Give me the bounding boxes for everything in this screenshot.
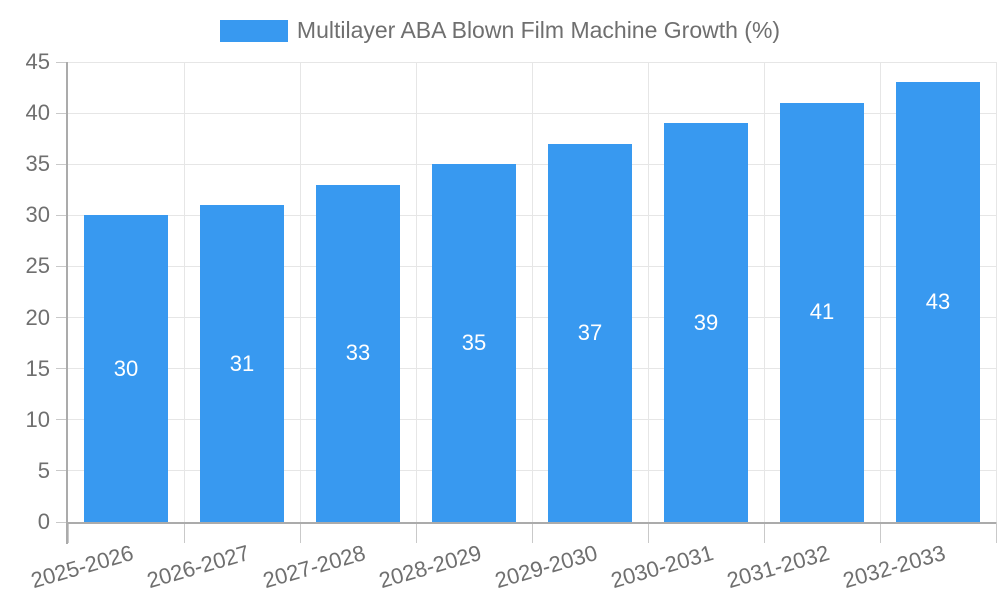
- bar-value-label: 33: [345, 340, 371, 366]
- h-gridline: [56, 368, 996, 370]
- v-gridline: [647, 62, 649, 522]
- y-axis-tick: [56, 214, 68, 216]
- h-gridline: [56, 61, 996, 63]
- y-axis-tick-label: 15: [25, 355, 50, 381]
- y-axis-tick-label: 20: [25, 304, 50, 330]
- y-axis-tick-label: 25: [25, 253, 50, 279]
- bar: [664, 123, 748, 522]
- h-gridline: [56, 112, 996, 114]
- bar-value-label: 30: [113, 355, 139, 381]
- legend-label: Multilayer ABA Blown Film Machine Growth…: [296, 17, 781, 43]
- y-axis-tick-label: 30: [25, 202, 50, 228]
- y-axis-tick-label: 5: [37, 457, 50, 483]
- bar-value-label: 39: [693, 309, 719, 335]
- bar: [84, 215, 168, 522]
- y-axis-tick: [56, 61, 68, 63]
- bar: [548, 143, 632, 522]
- y-axis-tick: [56, 163, 68, 165]
- v-gridline: [995, 62, 997, 522]
- y-axis-tick-label: 0: [37, 509, 50, 534]
- y-axis-tick-label: 35: [25, 151, 50, 177]
- bar: [780, 102, 864, 522]
- chart-legend[interactable]: Multilayer ABA Blown Film Machine Growth…: [0, 17, 1000, 44]
- x-axis-tick-label: 2029-2030: [491, 540, 600, 594]
- y-axis-tick: [56, 470, 68, 472]
- bar-value-label: 37: [577, 319, 603, 345]
- x-axis-tick-label: 2032-2033: [839, 540, 948, 594]
- bar: [200, 205, 284, 522]
- x-axis-tick: [763, 522, 765, 543]
- v-gridline: [299, 62, 301, 522]
- y-axis-tick: [56, 419, 68, 421]
- x-axis-tick: [299, 522, 301, 543]
- y-axis-tick: [56, 265, 68, 267]
- x-axis-tick-label: 2025-2026: [27, 540, 136, 594]
- v-gridline: [879, 62, 881, 522]
- bar: [896, 82, 980, 522]
- y-axis-tick: [56, 368, 68, 370]
- x-axis-tick: [647, 522, 649, 543]
- v-gridline: [183, 62, 185, 522]
- bar: [316, 184, 400, 522]
- y-axis-tick: [56, 317, 68, 319]
- h-gridline: [56, 214, 996, 216]
- h-gridline: [56, 317, 996, 319]
- x-axis-tick-label: 2026-2027: [143, 540, 252, 594]
- legend-swatch-icon: [219, 19, 288, 42]
- h-gridline: [56, 163, 996, 165]
- y-axis-tick-label: 10: [25, 406, 50, 432]
- x-axis-line: [68, 522, 996, 524]
- v-gridline: [763, 62, 765, 522]
- x-axis-tick-label: 2028-2029: [375, 540, 484, 594]
- bar-value-label: 43: [925, 289, 951, 315]
- v-gridline: [531, 62, 533, 522]
- x-axis-tick: [67, 522, 69, 543]
- bar-value-label: 41: [809, 299, 835, 325]
- v-gridline: [415, 62, 417, 522]
- h-gridline: [56, 470, 996, 472]
- y-axis-tick: [56, 521, 68, 523]
- y-axis-tick-label: 40: [25, 100, 50, 126]
- x-axis-tick: [183, 522, 185, 543]
- y-axis-line: [66, 62, 68, 544]
- x-axis-tick: [879, 522, 881, 543]
- x-axis-tick: [531, 522, 533, 543]
- bar-value-label: 31: [229, 350, 255, 376]
- h-gridline: [56, 419, 996, 421]
- h-gridline: [56, 265, 996, 267]
- bar: [432, 164, 516, 522]
- bar-value-label: 35: [461, 330, 487, 356]
- x-axis-tick-label: 2027-2028: [259, 540, 368, 594]
- x-axis-tick: [995, 522, 997, 543]
- y-axis-tick-label: 45: [25, 49, 50, 74]
- x-axis-tick-label: 2031-2032: [723, 540, 832, 594]
- y-axis-tick: [56, 112, 68, 114]
- x-axis-tick-label: 2030-2031: [607, 540, 716, 594]
- x-axis-tick: [415, 522, 417, 543]
